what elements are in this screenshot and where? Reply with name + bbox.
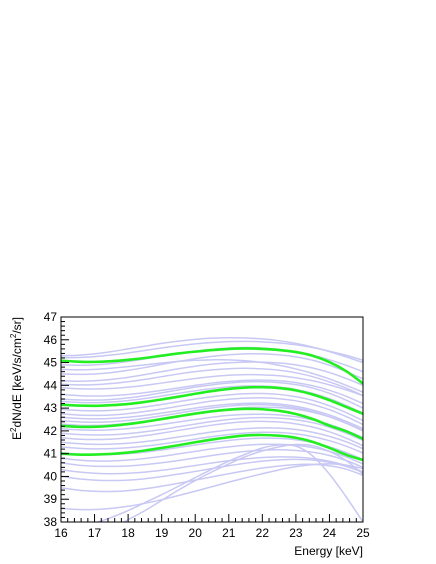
y-axis-label-prefix: E <box>10 432 24 440</box>
x-tick-label: 19 <box>155 526 169 540</box>
background-series-line <box>61 373 363 397</box>
background-series-line <box>61 392 363 422</box>
background-series-line <box>61 358 363 393</box>
y-tick-label: 38 <box>44 515 58 529</box>
x-tick-label: 23 <box>289 526 303 540</box>
x-tick-label: 21 <box>222 526 236 540</box>
background-series-line <box>61 361 363 387</box>
highlighted-series-line <box>61 433 363 462</box>
x-tick-label: 20 <box>189 526 203 540</box>
background-series-line <box>61 380 363 409</box>
y-axis-label-sup2: 2 <box>9 333 18 338</box>
background-series-line <box>61 416 363 442</box>
x-tick-label: 16 <box>54 526 68 540</box>
background-series-line <box>61 449 363 469</box>
axes-frame <box>60 316 364 523</box>
background-series-line <box>61 456 363 475</box>
background-series-line <box>61 420 363 447</box>
y-tick-label: 47 <box>44 310 58 324</box>
x-tick-label: 17 <box>88 526 102 540</box>
x-tick-label: 22 <box>256 526 270 540</box>
y-tick-label: 45 <box>44 356 58 370</box>
series-layer <box>61 336 363 522</box>
background-series-line <box>61 463 363 511</box>
y-axis-label: E2dN/dE [keV/s/cm2/sr] <box>9 317 24 440</box>
background-series-line <box>95 444 363 522</box>
y-tick-label: 39 <box>44 492 58 506</box>
x-tick-label: 25 <box>356 526 370 540</box>
y-tick-label: 43 <box>44 401 58 415</box>
plot-border <box>60 316 364 523</box>
background-series-line <box>61 443 363 465</box>
background-series-line <box>61 431 363 454</box>
background-series-line <box>61 367 363 397</box>
y-axis-label-middle: dN/dE [keV/s/cm <box>10 338 24 427</box>
background-series-line <box>61 353 363 380</box>
y-axis-label-suffix: /sr] <box>10 317 24 334</box>
x-axis-label: Energy [keV] <box>294 544 363 558</box>
background-series-line <box>61 402 363 430</box>
highlighted-series-line <box>61 385 363 416</box>
background-series-line <box>61 427 363 450</box>
x-tick-label: 24 <box>323 526 337 540</box>
x-tick-label: 18 <box>121 526 135 540</box>
background-series-line <box>61 340 363 361</box>
ticks-layer: 16 17 18 19 20 21 22 23 24 25 38 39 40 41 42 43 44 45 46 47 <box>44 310 370 540</box>
y-tick-label: 40 <box>44 469 58 483</box>
y-tick-label: 42 <box>44 424 58 438</box>
y-tick-label: 44 <box>44 378 58 392</box>
y-tick-label: 46 <box>44 333 58 347</box>
highlighted-series-line <box>61 407 363 441</box>
background-series-line <box>61 397 363 426</box>
y-axis-label-sup1: 2 <box>9 427 18 432</box>
y-tick-label: 41 <box>44 447 58 461</box>
background-series-line <box>61 379 363 405</box>
background-series-line <box>122 443 363 522</box>
highlighted-series-line <box>61 347 363 385</box>
